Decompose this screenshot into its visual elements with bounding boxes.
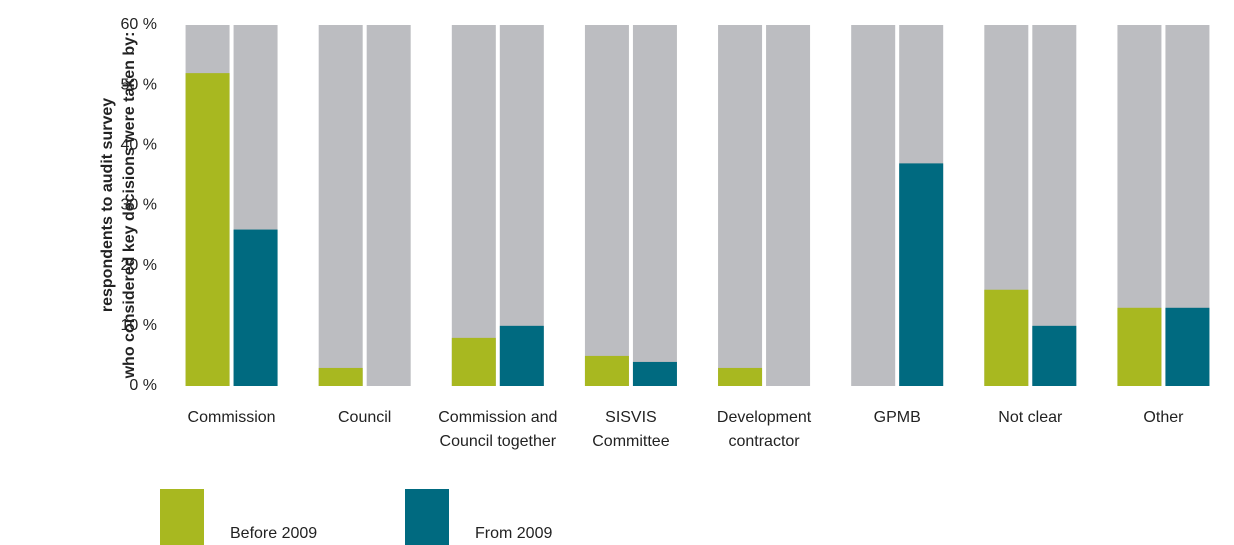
x-tick-label: Committee <box>592 433 669 450</box>
y-tick-label: 50 % <box>121 76 157 93</box>
y-tick-label: 20 % <box>121 257 157 274</box>
y-tick-label: 60 % <box>121 16 157 33</box>
legend-label: From 2009 <box>475 525 552 542</box>
x-tick-label: GPMB <box>874 409 921 426</box>
y-tick-label: 0 % <box>129 377 157 394</box>
y-axis-label: respondents to audit survey <box>99 98 116 312</box>
bar <box>632 361 677 386</box>
y-tick-label: 30 % <box>121 197 157 214</box>
x-tick-label: Development <box>717 409 812 426</box>
x-tick-label: Not clear <box>998 409 1063 426</box>
bar <box>318 367 363 386</box>
legend-swatch <box>405 489 449 545</box>
y-tick-label: 10 % <box>121 317 157 334</box>
bar-background <box>451 25 496 386</box>
legend-swatch <box>160 489 204 545</box>
bar <box>984 289 1029 386</box>
bar <box>899 163 944 386</box>
bar <box>1165 307 1210 386</box>
x-tick-label: Council together <box>440 433 557 450</box>
bar-background <box>766 25 811 386</box>
x-tick-label: Council <box>338 409 391 426</box>
bar <box>233 229 278 386</box>
bar <box>1032 325 1077 386</box>
bar-background <box>851 25 896 386</box>
bar <box>451 337 496 386</box>
x-tick-label: Commission <box>188 409 276 426</box>
bar <box>1117 307 1162 386</box>
x-tick-label: Other <box>1143 409 1184 426</box>
bar-background <box>366 25 411 386</box>
x-tick-label: Commission and <box>438 409 557 426</box>
bar <box>718 367 763 386</box>
y-tick-label: 40 % <box>121 137 157 154</box>
legend-label: Before 2009 <box>230 525 317 542</box>
x-tick-label: SISVIS <box>605 409 657 426</box>
bar <box>185 73 230 386</box>
bar-background <box>318 25 363 386</box>
y-axis-label: who considered key decisions were taken … <box>121 32 138 380</box>
x-tick-label: contractor <box>728 433 800 450</box>
bar-background <box>632 25 677 386</box>
bar <box>584 355 629 386</box>
bar-background <box>718 25 763 386</box>
bar-background <box>584 25 629 386</box>
bar <box>499 325 544 386</box>
